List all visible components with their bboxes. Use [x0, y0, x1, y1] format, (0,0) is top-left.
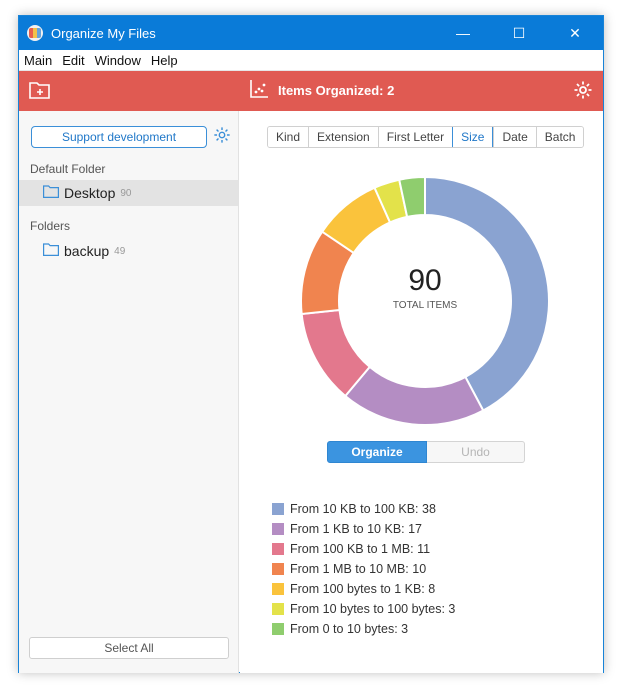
- total-items-label: TOTAL ITEMS: [392, 300, 458, 311]
- sidebar: Support development Default Folder Deskt…: [19, 111, 239, 673]
- legend-item: From 10 KB to 100 KB: 38: [272, 499, 455, 519]
- legend-swatch: [272, 523, 284, 535]
- tab-extension[interactable]: Extension: [308, 127, 378, 147]
- settings-gear-icon[interactable]: [573, 80, 593, 103]
- legend-label: From 10 KB to 100 KB: 38: [290, 502, 436, 516]
- menu-window[interactable]: Window: [94, 52, 141, 68]
- folder-count: 49: [114, 245, 126, 257]
- total-items-value: 90: [408, 264, 442, 297]
- items-organized-label: Items Organized: 2: [278, 83, 395, 98]
- legend-label: From 1 KB to 10 KB: 17: [290, 522, 423, 536]
- folder-icon: [43, 185, 59, 201]
- toolbar: Items Organized: 2: [19, 71, 603, 111]
- folder-item-backup[interactable]: backup 49: [19, 238, 238, 264]
- folder-item-desktop[interactable]: Desktop 90: [19, 180, 238, 206]
- legend-swatch: [272, 603, 284, 615]
- default-folder-heading: Default Folder: [30, 162, 106, 176]
- donut-slice-6[interactable]: [398, 175, 426, 219]
- app-window: Organize My Files — ☐ ✕ Main Edit Window…: [18, 15, 604, 673]
- window-title: Organize My Files: [51, 25, 156, 41]
- legend-item: From 100 KB to 1 MB: 11: [272, 539, 455, 559]
- minimize-button[interactable]: —: [456, 25, 470, 41]
- legend-item: From 10 bytes to 100 bytes: 3: [272, 599, 455, 619]
- legend-item: From 100 bytes to 1 KB: 8: [272, 579, 455, 599]
- legend-swatch: [272, 543, 284, 555]
- tab-size[interactable]: Size: [452, 127, 494, 147]
- legend-swatch: [272, 583, 284, 595]
- tab-first-letter[interactable]: First Letter: [377, 127, 453, 147]
- size-donut-chart: 90 TOTAL ITEMS: [280, 156, 570, 446]
- chart-legend: From 10 KB to 100 KB: 38 From 1 KB to 10 …: [272, 499, 455, 639]
- app-logo-icon: [27, 25, 43, 41]
- organize-by-tabs: Kind Extension First Letter Size Date Ba…: [267, 126, 585, 148]
- legend-item: From 0 to 10 bytes: 3: [272, 619, 455, 639]
- organize-stats-icon: [249, 79, 269, 102]
- legend-label: From 10 bytes to 100 bytes: 3: [290, 602, 456, 616]
- donut-svg: [300, 175, 550, 426]
- tab-batch[interactable]: Batch: [535, 127, 584, 147]
- title-bar[interactable]: Organize My Files — ☐ ✕: [19, 16, 603, 50]
- folders-heading: Folders: [30, 219, 71, 233]
- legend-item: From 1 KB to 10 KB: 17: [272, 519, 455, 539]
- menu-bar: Main Edit Window Help: [19, 50, 603, 71]
- organize-button[interactable]: Organize: [327, 441, 427, 463]
- select-all-button[interactable]: Select All: [29, 637, 229, 659]
- menu-main[interactable]: Main: [24, 52, 53, 68]
- undo-button[interactable]: Undo: [427, 441, 525, 463]
- donut-slice-1[interactable]: [343, 365, 485, 426]
- legend-label: From 100 bytes to 1 KB: 8: [290, 582, 436, 596]
- folder-count: 90: [120, 187, 132, 199]
- menu-help[interactable]: Help: [150, 52, 178, 68]
- donut-slice-0[interactable]: [424, 175, 550, 412]
- menu-edit[interactable]: Edit: [62, 52, 85, 68]
- folder-icon: [43, 243, 59, 259]
- legend-label: From 0 to 10 bytes: 3: [290, 622, 409, 636]
- legend-swatch: [272, 563, 284, 575]
- legend-label: From 100 KB to 1 MB: 11: [290, 542, 431, 556]
- main-panel: Kind Extension First Letter Size Date Ba…: [240, 111, 603, 673]
- legend-swatch: [272, 503, 284, 515]
- close-button[interactable]: ✕: [569, 24, 581, 41]
- tab-date[interactable]: Date: [493, 127, 536, 147]
- legend-swatch: [272, 623, 284, 635]
- folder-name: Desktop: [64, 185, 116, 201]
- maximize-button[interactable]: ☐: [512, 24, 526, 41]
- action-buttons: Organize Undo: [327, 441, 525, 463]
- new-folder-icon[interactable]: [29, 80, 51, 103]
- tab-kind[interactable]: Kind: [268, 127, 309, 147]
- folder-name: backup: [64, 243, 110, 259]
- sidebar-settings-gear-icon[interactable]: [213, 126, 231, 147]
- legend-label: From 1 MB to 10 MB: 10: [290, 562, 427, 576]
- legend-item: From 1 MB to 10 MB: 10: [272, 559, 455, 579]
- support-development-button[interactable]: Support development: [31, 126, 207, 148]
